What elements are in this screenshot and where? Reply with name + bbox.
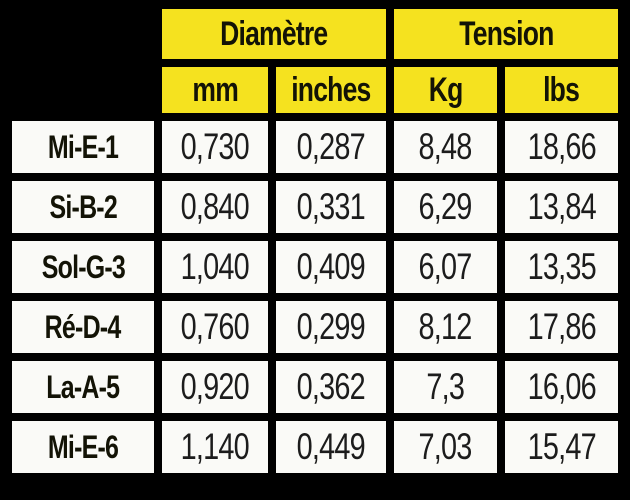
- header-tension: Tension: [394, 9, 619, 59]
- value-cell: 7,3: [394, 361, 497, 413]
- cell-value: 0,409: [296, 246, 366, 287]
- table-row: Mi-E-6 1,140 0,449 7,03 15,47: [11, 421, 619, 473]
- cell-value: 0,449: [296, 426, 366, 467]
- cell-value: 7,3: [426, 366, 466, 407]
- corner-spacer: [12, 9, 154, 59]
- header-inches-label: inches: [291, 70, 371, 109]
- table-row: Ré-D-4 0,760 0,299 8,12 17,86: [11, 301, 619, 353]
- value-cell: 0,362: [275, 361, 386, 413]
- row-label-cell: Ré-D-4: [11, 301, 154, 353]
- row-label: Mi-E-6: [47, 428, 119, 465]
- group-header-row: Diamètre Tension: [12, 9, 619, 59]
- cell-value: 13,35: [527, 246, 596, 287]
- row-label-cell: Mi-E-6: [11, 421, 154, 473]
- value-cell: 8,48: [394, 121, 497, 173]
- cell-value: 13,84: [527, 186, 596, 227]
- cell-value: 15,47: [527, 426, 596, 467]
- header-lbs-label: lbs: [543, 70, 581, 109]
- header-kg: Kg: [394, 67, 497, 113]
- cell-value: 0,760: [180, 306, 250, 347]
- header-inches: inches: [275, 67, 386, 113]
- cell-value: 0,331: [296, 186, 366, 227]
- string-tension-table: Diamètre Tension mm inches Kg lbs Mi-E-1…: [4, 1, 626, 481]
- table-row: Mi-E-1 0,730 0,287 8,48 18,66: [11, 121, 619, 173]
- value-cell: 0,920: [161, 361, 268, 413]
- value-cell: 18,66: [505, 121, 619, 173]
- header-kg-label: Kg: [428, 70, 464, 109]
- cell-value: 0,299: [296, 306, 366, 347]
- header-mm: mm: [161, 67, 268, 113]
- row-label: La-A-5: [46, 368, 120, 405]
- header-tension-label: Tension: [458, 14, 554, 53]
- unit-header-row: mm inches Kg lbs: [12, 67, 619, 113]
- table-row: Si-B-2 0,840 0,331 6,29 13,84: [11, 181, 619, 233]
- row-label-cell: Sol-G-3: [11, 241, 154, 293]
- cell-value: 1,040: [180, 246, 250, 287]
- value-cell: 1,040: [161, 241, 268, 293]
- cell-value: 6,29: [418, 186, 473, 227]
- value-cell: 0,760: [161, 301, 268, 353]
- cell-value: 0,840: [180, 186, 250, 227]
- cell-value: 16,06: [527, 366, 596, 407]
- value-cell: 13,84: [505, 181, 619, 233]
- value-cell: 15,47: [505, 421, 619, 473]
- header-diametre-label: Diamètre: [220, 14, 328, 53]
- table-row: Sol-G-3 1,040 0,409 6,07 13,35: [11, 241, 619, 293]
- value-cell: 0,299: [275, 301, 386, 353]
- value-cell: 0,449: [275, 421, 386, 473]
- value-cell: 0,409: [275, 241, 386, 293]
- row-label: Sol-G-3: [41, 248, 125, 285]
- cell-value: 0,362: [296, 366, 366, 407]
- row-label-cell: Mi-E-1: [11, 121, 154, 173]
- row-label-cell: Si-B-2: [11, 181, 154, 233]
- value-cell: 6,07: [394, 241, 497, 293]
- value-cell: 13,35: [505, 241, 619, 293]
- value-cell: 8,12: [394, 301, 497, 353]
- value-cell: 0,730: [161, 121, 268, 173]
- cell-value: 18,66: [527, 126, 596, 167]
- header-diametre: Diamètre: [161, 9, 386, 59]
- table-row: La-A-5 0,920 0,362 7,3 16,06: [11, 361, 619, 413]
- value-cell: 17,86: [505, 301, 619, 353]
- header-mm-label: mm: [192, 70, 238, 109]
- cell-value: 0,730: [180, 126, 250, 167]
- cell-value: 8,12: [418, 306, 473, 347]
- cell-value: 0,920: [180, 366, 250, 407]
- value-cell: 6,29: [394, 181, 497, 233]
- value-cell: 0,287: [275, 121, 386, 173]
- cell-value: 17,86: [527, 306, 596, 347]
- value-cell: 16,06: [505, 361, 619, 413]
- value-cell: 1,140: [161, 421, 268, 473]
- value-cell: 7,03: [394, 421, 497, 473]
- row-label-cell: La-A-5: [11, 361, 154, 413]
- cell-value: 6,07: [418, 246, 473, 287]
- value-cell: 0,331: [275, 181, 386, 233]
- value-cell: 0,840: [161, 181, 268, 233]
- row-label: Mi-E-1: [47, 128, 119, 165]
- cell-value: 0,287: [296, 126, 366, 167]
- corner-spacer: [12, 67, 154, 113]
- row-label: Si-B-2: [49, 188, 117, 225]
- cell-value: 7,03: [418, 426, 473, 467]
- cell-value: 1,140: [180, 426, 250, 467]
- cell-value: 8,48: [418, 126, 473, 167]
- row-label: Ré-D-4: [45, 308, 122, 345]
- header-lbs: lbs: [505, 67, 619, 113]
